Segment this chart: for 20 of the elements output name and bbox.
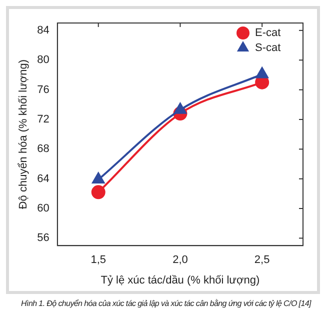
y-tick-label: 72	[37, 113, 50, 126]
y-tick-label: 80	[37, 54, 50, 66]
y-tick-label: 84	[37, 24, 50, 36]
point	[174, 102, 186, 114]
x-tick-label: 2,5	[254, 254, 270, 266]
y-tick-label: 68	[37, 143, 50, 156]
x-tick-label: 2,0	[172, 254, 188, 266]
legend-label: E-cat	[255, 27, 281, 40]
point	[256, 67, 268, 78]
y-tick-label: 76	[37, 84, 50, 96]
y-tick-label: 64	[37, 172, 50, 185]
y-tick-label: 56	[37, 232, 50, 244]
point	[91, 185, 106, 200]
legend-label: S-cat	[255, 42, 281, 54]
text: Hình 1. Độ chuyển hóa của xúc tác giả lập và xúc tác cân bằng ứng với các tỷ lệ C/O [14]	[20, 298, 312, 309]
x-axis-title: Tỷ lệ xúc tác/dầu (% khối lượng)	[100, 274, 260, 286]
x-tick-label: 1,5	[90, 254, 106, 266]
point	[92, 172, 105, 184]
y-axis-title: Độ chuyển hóa (% khối lượng)	[18, 59, 30, 210]
y-tick-label: 60	[37, 202, 50, 215]
